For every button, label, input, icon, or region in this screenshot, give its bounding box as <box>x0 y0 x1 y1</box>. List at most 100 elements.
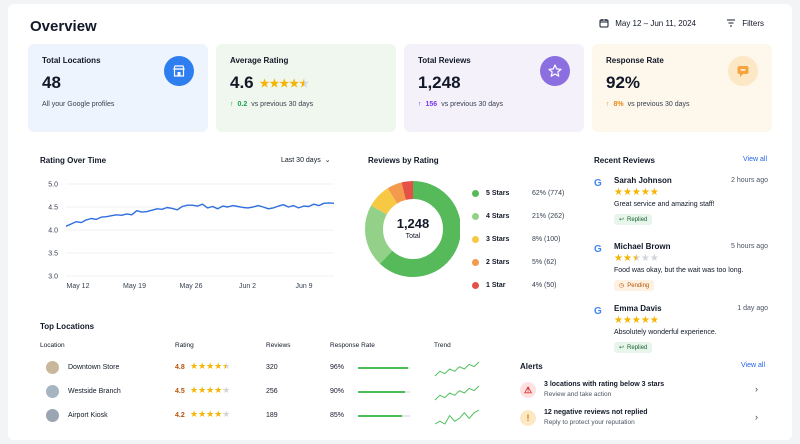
kpi-total-reviews[interactable]: Total Reviews 1,248 ↑ 156 vs previous 30… <box>404 44 584 132</box>
location-rating: 4.2 <box>175 412 185 419</box>
dashboard-page: Overview May 12 – Jun 11, 2024 Filters T… <box>8 4 792 440</box>
trend-sparkline <box>434 385 480 401</box>
recent-reviews-panel: Recent Reviews View all G Sarah Johnson … <box>586 150 772 356</box>
rating-over-time-panel: Rating Over Time Last 30 days ⌄ 5.0 4.5 4.… <box>28 150 340 300</box>
filter-icon <box>727 19 736 27</box>
review-time: 1 day ago <box>737 305 768 312</box>
alert-subtitle: Reply to protect your reputation <box>544 419 635 426</box>
y-tick-label: 5.0 <box>48 182 58 189</box>
trend-line <box>434 361 480 377</box>
kpi-delta: 156 <box>425 101 438 108</box>
chat-alert-icon: ! <box>520 410 536 426</box>
chat-icon <box>728 56 758 86</box>
clock-icon: ◷ <box>619 283 625 289</box>
table-row[interactable]: Downtown Store 4.8 ★★★★★ 320 96% <box>28 356 488 380</box>
location-stars: ★★★★★ <box>190 385 231 395</box>
y-tick-label: 3.5 <box>48 251 58 258</box>
view-all-reviews-link[interactable]: View all <box>743 156 767 163</box>
filters-button[interactable]: Filters <box>726 18 764 28</box>
trend-line <box>434 385 480 401</box>
column-header: Response Rate <box>330 342 375 349</box>
rating-donut-chart <box>365 181 460 277</box>
kpi-average-rating[interactable]: Average Rating 4.6 ★★★★★ ↑ 0.2 vs previo… <box>216 44 396 132</box>
donut-slice-1-star <box>365 181 460 277</box>
legend-label: 3 Stars <box>486 236 510 243</box>
location-reviews: 256 <box>266 388 278 395</box>
x-tick-label: May 19 <box>123 283 146 290</box>
kpi-value-text: 1,248 <box>418 73 461 92</box>
legend-dot <box>472 282 479 289</box>
column-header: Reviews <box>266 342 291 349</box>
location-name: Airport Kiosk <box>68 412 108 419</box>
status-badge: ↩ Replied <box>614 214 653 225</box>
review-time: 2 hours ago <box>731 177 768 184</box>
review-text: Great service and amazing staff! <box>614 201 715 208</box>
arrow-up-icon: ↑ <box>418 101 422 108</box>
kpi-label: Total Reviews <box>418 56 471 65</box>
location-stars: ★★★★★ <box>190 361 231 371</box>
reviews-by-rating-panel: Reviews by Rating 1,248 Total 5 Stars 62%… <box>360 150 576 300</box>
donut-slice-4-stars <box>365 181 460 277</box>
chevron-right-icon: › <box>755 412 758 422</box>
legend-dot <box>472 190 479 197</box>
alert-item[interactable]: ! 12 negative reviews not replied Reply … <box>520 408 764 434</box>
response-rate-bar <box>358 391 410 393</box>
location-avatar <box>46 385 59 398</box>
google-icon: G <box>594 306 602 317</box>
kpi-response-rate[interactable]: Response Rate 92% ↑ 8% vs previous 30 da… <box>592 44 772 132</box>
trend-line <box>434 409 480 425</box>
kpi-label: Response Rate <box>606 56 664 65</box>
trend-sparkline <box>434 409 480 425</box>
x-tick-label: May 26 <box>180 283 203 290</box>
reply-icon: ↩ <box>619 217 625 223</box>
legend-label: 2 Stars <box>486 259 510 266</box>
view-all-alerts-link[interactable]: View all <box>741 362 765 369</box>
column-header: Rating <box>175 342 194 349</box>
chevron-down-icon: ⌄ <box>324 157 331 164</box>
panel-title: Alerts <box>520 362 543 371</box>
date-range-picker[interactable]: May 12 – Jun 11, 2024 <box>599 18 696 28</box>
status-badge: ↩ Replied <box>614 342 653 353</box>
legend-row-4-stars: 4 Stars 21% (262) <box>472 205 572 228</box>
table-row[interactable]: Airport Kiosk 4.2 ★★★★★ 189 85% <box>28 404 488 428</box>
location-rating: 4.5 <box>175 388 185 395</box>
calendar-icon <box>599 19 609 28</box>
review-stars: ★★★★★ <box>614 253 659 264</box>
location-avatar <box>46 409 59 422</box>
review-text: Food was okay, but the wait was too long… <box>614 267 744 274</box>
legend-row-5-stars: 5 Stars 62% (774) <box>472 182 572 205</box>
arrow-up-icon: ↑ <box>230 101 234 108</box>
y-tick-label: 4.0 <box>48 228 58 235</box>
kpi-total-locations[interactable]: Total Locations 48 All your Google profi… <box>28 44 208 132</box>
page-title: Overview <box>30 17 97 35</box>
reply-icon: ↩ <box>619 345 625 351</box>
location-response-rate: 96% <box>330 364 345 371</box>
panel-title: Rating Over Time <box>40 156 107 165</box>
kpi-value: 48 <box>42 73 194 93</box>
donut-total: 1,248 <box>396 216 430 231</box>
kpi-value: 4.6 ★★★★★ <box>230 73 382 93</box>
legend-label: 1 Star <box>486 282 506 289</box>
range-dropdown[interactable]: Last 30 days ⌄ <box>281 156 331 165</box>
legend-value: 4% (50) <box>532 282 557 289</box>
alert-item[interactable]: ⚠ 3 locations with rating below 3 stars … <box>520 380 764 406</box>
kpi-sub-text: vs previous 30 days <box>627 101 690 108</box>
chevron-right-icon: › <box>755 384 758 394</box>
range-label: Last 30 days <box>281 156 321 164</box>
kpi-sub: ↑ 156 vs previous 30 days <box>418 101 570 108</box>
table-row[interactable]: Westside Branch 4.5 ★★★★★ 256 90% <box>28 380 488 404</box>
status-text: Replied <box>627 216 648 223</box>
warning-icon: ⚠ <box>520 382 536 398</box>
kpi-row: Total Locations 48 All your Google profi… <box>28 44 772 132</box>
legend-dot <box>472 259 479 266</box>
location-stars: ★★★★★ <box>190 409 231 419</box>
status-text: Replied <box>627 344 648 351</box>
donut-legend: 5 Stars 62% (774) 4 Stars 21% (262) 3 Star… <box>472 182 572 297</box>
response-rate-fill <box>358 391 405 393</box>
kpi-sub: ↑ 8% vs previous 30 days <box>606 101 758 108</box>
status-badge: ◷ Pending <box>614 280 655 291</box>
star-icon <box>540 56 570 86</box>
kpi-value: 1,248 <box>418 73 570 93</box>
donut-center: 1,248 Total <box>386 216 440 240</box>
review-time: 5 hours ago <box>731 243 768 250</box>
